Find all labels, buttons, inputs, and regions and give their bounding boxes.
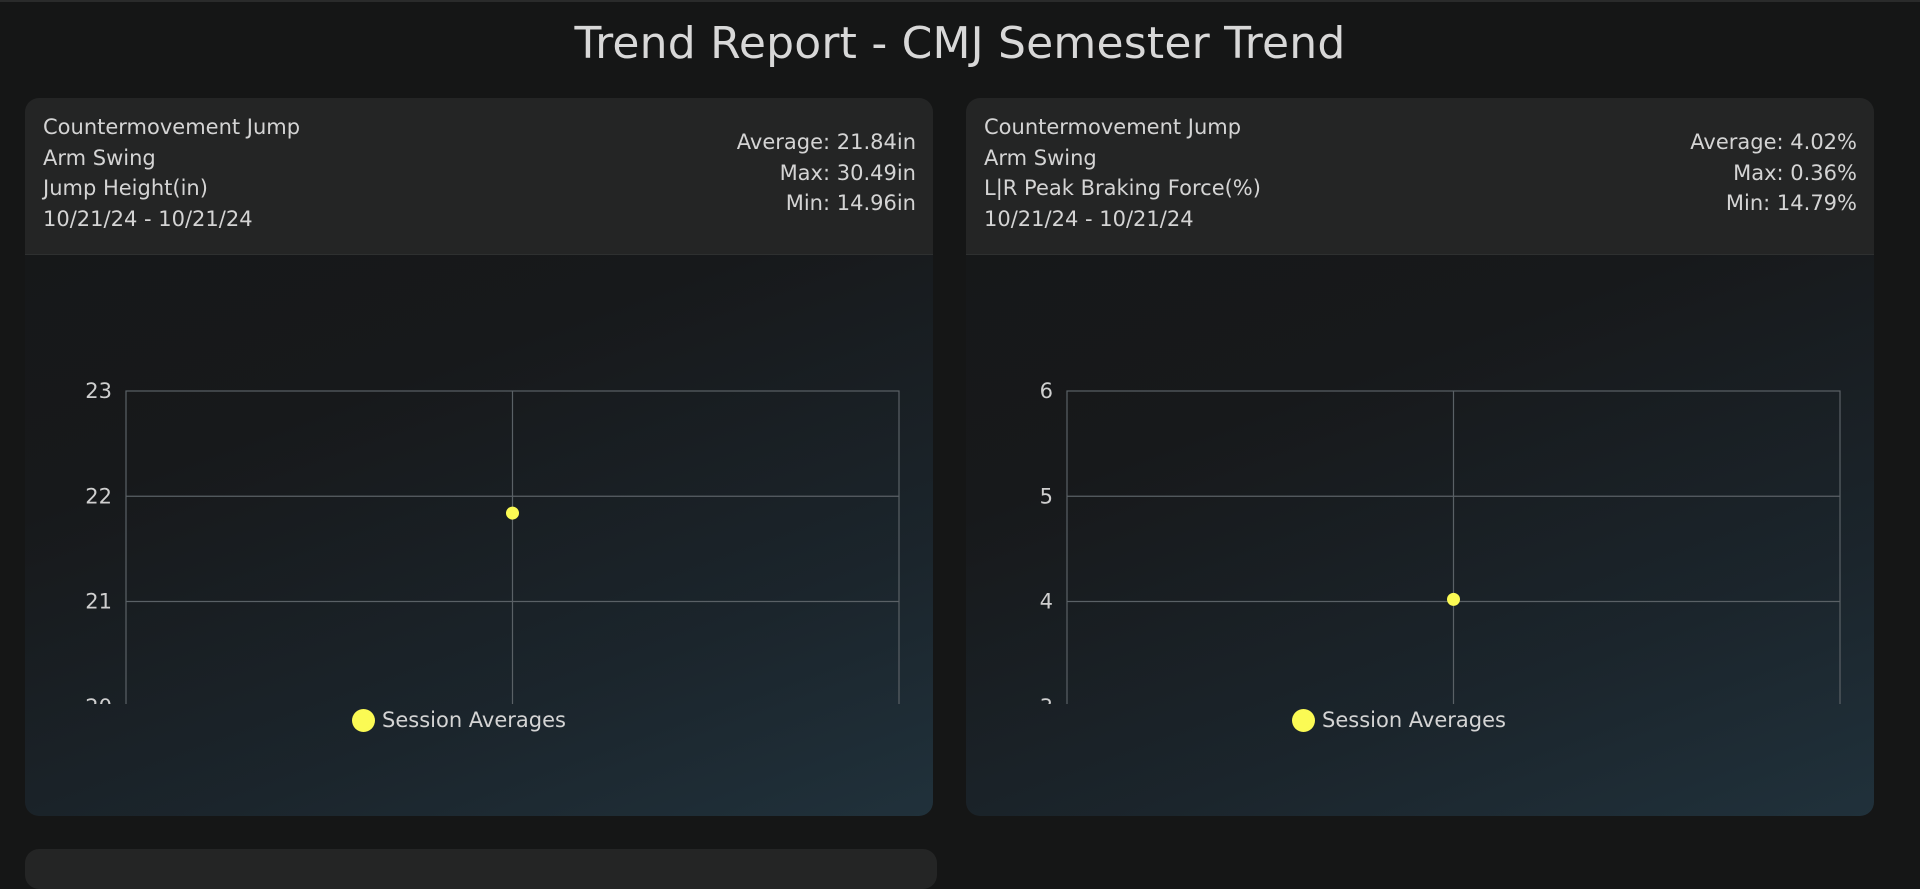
stat-average: Average: 4.02% [1690, 130, 1857, 154]
test-name: Countermovement Jump [43, 115, 301, 139]
stat-max: Max: 30.49in [779, 160, 916, 185]
next-chart-card [25, 849, 937, 889]
y-tick-label: 20 [85, 695, 112, 704]
test-variant: Arm Swing [43, 145, 156, 170]
legend-item-session-averages[interactable]: Session Averages [352, 708, 566, 732]
legend-marker-icon [1292, 708, 1315, 732]
card-header: Countermovement Jump Arm Swing L|R Peak … [966, 98, 1874, 255]
stat-max: Max: 0.36% [1733, 160, 1857, 185]
chart-braking-force: 2345610/21 [1040, 379, 1841, 704]
legend-label: Session Averages [382, 708, 566, 732]
chart-legend: Session Averages [25, 708, 933, 744]
stat-min: Min: 14.79% [1725, 191, 1857, 215]
card-info: Countermovement Jump Arm Swing Jump Heig… [43, 112, 300, 234]
test-variant: Arm Swing [984, 145, 1097, 170]
card-info: Countermovement Jump Arm Swing L|R Peak … [984, 112, 1261, 234]
y-tick-label: 23 [85, 379, 112, 403]
card-header: Countermovement Jump Arm Swing Jump Heig… [25, 98, 933, 255]
metric-name: L|R Peak Braking Force(%) [984, 176, 1261, 200]
y-tick-label: 22 [85, 484, 112, 508]
date-range: 10/21/24 - 10/21/24 [984, 206, 1194, 231]
y-tick-label: 4 [1040, 590, 1053, 614]
legend-marker-icon [352, 708, 375, 732]
stat-min: Min: 14.96in [785, 191, 916, 215]
y-tick-label: 21 [85, 590, 112, 614]
y-tick-label: 6 [1040, 379, 1053, 403]
stat-average: Average: 21.84in [736, 130, 916, 154]
y-tick-label: 5 [1040, 484, 1053, 508]
chart-legend: Session Averages [966, 708, 1874, 744]
data-point [1447, 592, 1460, 606]
metric-name: Jump Height(in) [43, 176, 208, 200]
top-border [0, 0, 1920, 2]
date-range: 10/21/24 - 10/21/24 [43, 206, 253, 231]
legend-item-session-averages[interactable]: Session Averages [1292, 708, 1506, 732]
chart-card-braking-force: Countermovement Jump Arm Swing L|R Peak … [966, 98, 1874, 816]
card-stats: Average: 21.84in Max: 30.49in Min: 14.96… [737, 127, 916, 219]
chart-card-jump-height: Countermovement Jump Arm Swing Jump Heig… [25, 98, 933, 816]
page-title: Trend Report - CMJ Semester Trend [574, 18, 1346, 69]
chart-jump-height: 192021222310/21 [85, 379, 900, 704]
card-stats: Average: 4.02% Max: 0.36% Min: 14.79% [1690, 127, 1857, 219]
test-name: Countermovement Jump [984, 115, 1242, 139]
y-tick-label: 3 [1040, 695, 1053, 704]
data-point [506, 506, 519, 520]
legend-label: Session Averages [1322, 708, 1506, 732]
